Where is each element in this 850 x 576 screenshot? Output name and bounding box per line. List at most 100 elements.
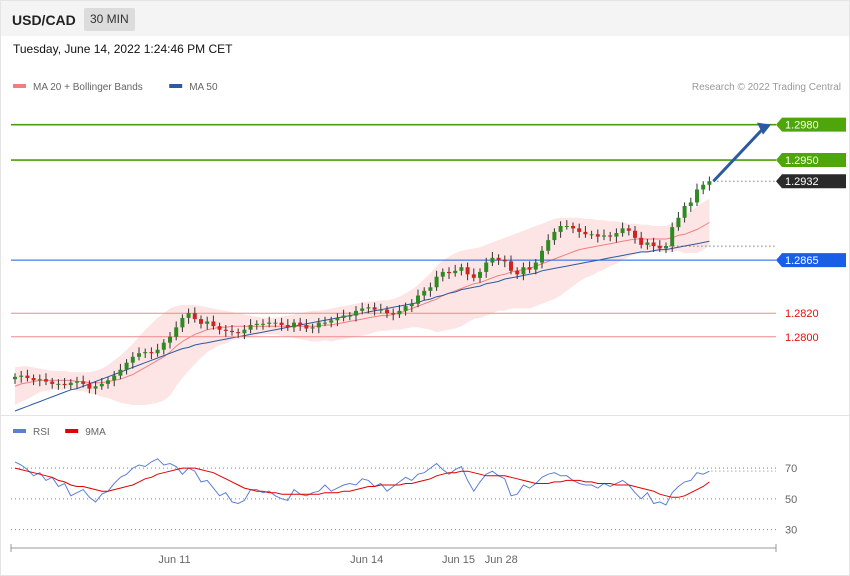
candle-up: [366, 307, 371, 309]
candle-up: [602, 235, 606, 237]
candle-down: [639, 237, 644, 245]
candle-up: [310, 327, 315, 329]
candle-up: [180, 317, 185, 328]
candle-down: [304, 324, 309, 329]
candle-up: [112, 375, 117, 381]
x-tick-label: Jun 14: [350, 554, 383, 566]
rsi-legend-label: 9MA: [85, 427, 106, 438]
candle-up: [533, 262, 538, 270]
x-tick-label: Jun 11: [158, 554, 190, 566]
candle-up: [440, 271, 445, 277]
candle-down: [149, 352, 154, 354]
support-label: 1.2800: [785, 332, 819, 344]
candle-up: [614, 233, 619, 237]
resistance-tag: [776, 153, 846, 168]
candle-down: [372, 307, 377, 310]
candle-down: [515, 270, 520, 275]
rsi-legend-swatch: [13, 429, 26, 433]
candle-up: [695, 189, 699, 203]
candle-up: [354, 310, 358, 316]
main-legend: MA 20 + Bollinger Bands MA 50: [13, 82, 218, 93]
candle-up: [676, 217, 681, 228]
candle-up: [484, 262, 489, 272]
chart-header: USD/CAD 30 MIN: [1, 1, 849, 36]
rsi-legend-swatch: [65, 429, 79, 433]
candle-up: [248, 324, 253, 330]
candle-down: [633, 230, 637, 238]
ma20-line: [14, 222, 710, 387]
candle-up: [428, 287, 433, 291]
candle-up: [434, 276, 439, 288]
rsi-ma9-line: [14, 467, 710, 498]
support-label: 1.2820: [785, 308, 819, 320]
candle-down: [236, 332, 241, 334]
candle-down: [199, 319, 203, 324]
rsi-legend: RSI 9MA: [13, 427, 106, 438]
level-lines: [11, 123, 776, 338]
candle-up: [558, 226, 563, 232]
candle-down: [509, 261, 513, 271]
candle-up: [68, 382, 73, 386]
timeframe-button[interactable]: 30 MIN: [84, 8, 135, 31]
candle-up: [174, 327, 179, 337]
candle-up: [254, 323, 259, 325]
candle-down: [608, 235, 613, 237]
candle-down: [595, 234, 600, 237]
candle-down: [471, 274, 476, 278]
candle-up: [347, 315, 352, 317]
candle-up: [130, 356, 135, 363]
chart-credit: Research © 2022 Trading Central: [692, 82, 841, 93]
candle-up: [589, 234, 594, 236]
candle-up: [645, 242, 650, 245]
candle-down: [223, 329, 228, 331]
candle-up: [335, 317, 340, 321]
candle-up: [99, 383, 104, 387]
chart-datetime: Tuesday, June 14, 2022 1:24:46 PM CET: [13, 42, 233, 56]
candle-up: [118, 369, 123, 376]
rsi-line: [14, 458, 710, 506]
candle-up: [564, 226, 569, 228]
candle-up: [360, 308, 365, 311]
pivot-tag: [776, 253, 846, 268]
candle-down: [285, 324, 290, 328]
candle-up: [546, 240, 551, 251]
candle-up: [453, 270, 458, 274]
x-tick-label: Jun 28: [485, 554, 518, 566]
candle-down: [44, 379, 48, 382]
candle-down: [571, 226, 575, 229]
candle-up: [521, 267, 526, 275]
candle-down: [87, 383, 92, 389]
x-tick-label: Jun 15: [442, 554, 475, 566]
candle-up: [155, 349, 160, 354]
candle-up: [267, 322, 272, 324]
candle-up: [143, 352, 148, 354]
candle-down: [81, 381, 86, 384]
resistance-label: 1.2950: [785, 155, 819, 167]
candle-up: [664, 246, 668, 249]
candle-up: [707, 181, 712, 185]
bollinger-bands: [15, 198, 710, 406]
rsi-legend-label: RSI: [33, 427, 50, 438]
candle-up: [316, 322, 321, 328]
candle-up: [186, 313, 191, 318]
candle-up: [409, 303, 414, 307]
candle-down: [657, 246, 662, 249]
candle-up: [552, 231, 557, 241]
candle-up: [137, 353, 141, 357]
candle-up: [242, 329, 247, 334]
candle-up: [56, 383, 61, 385]
candle-up: [620, 228, 625, 234]
candle-up: [688, 202, 693, 206]
candle-down: [192, 313, 197, 320]
level-tags: 1.2980 1.2950 1.2932 1.2865 1.2820 1.2800: [776, 117, 846, 344]
candle-down: [447, 271, 451, 274]
candle-up: [13, 376, 17, 380]
candle-up: [93, 386, 98, 389]
rsi-level-label: 70: [785, 463, 797, 475]
candle-up: [341, 315, 346, 318]
candle-up: [670, 227, 675, 247]
resistance-label: 1.2980: [785, 120, 819, 132]
candle-up: [106, 380, 110, 384]
candle-down: [385, 309, 389, 314]
candle-up: [478, 271, 482, 278]
